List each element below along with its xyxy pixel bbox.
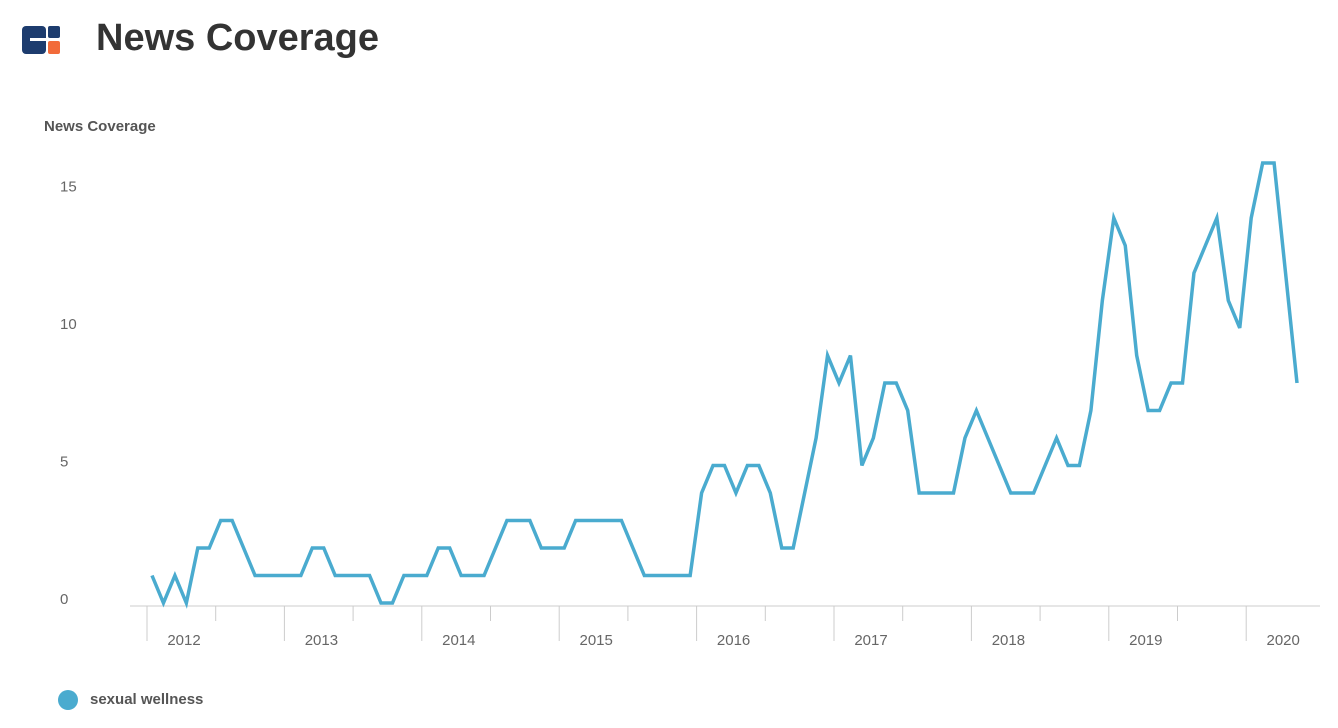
legend-label: sexual wellness <box>90 691 203 708</box>
x-tick-label: 2012 <box>167 632 200 649</box>
x-tick-label: 2020 <box>1267 632 1300 649</box>
legend-marker <box>58 690 78 710</box>
logo <box>22 26 60 54</box>
x-tick-label: 2018 <box>992 632 1025 649</box>
page-title: News Coverage <box>96 17 379 59</box>
y-tick-label: 10 <box>60 316 77 333</box>
x-tick-label: 2017 <box>854 632 887 649</box>
x-tick-label: 2019 <box>1129 632 1162 649</box>
x-tick-label: 2015 <box>580 632 613 649</box>
y-tick-label: 5 <box>60 453 68 470</box>
x-tick-label: 2016 <box>717 632 750 649</box>
y-tick-label: 15 <box>60 178 77 195</box>
x-tick-label: 2014 <box>442 632 475 649</box>
y-tick-label: 0 <box>60 591 68 608</box>
y-axis-label: News Coverage <box>44 118 156 135</box>
series-line <box>150 161 1299 609</box>
x-tick-label: 2013 <box>305 632 338 649</box>
